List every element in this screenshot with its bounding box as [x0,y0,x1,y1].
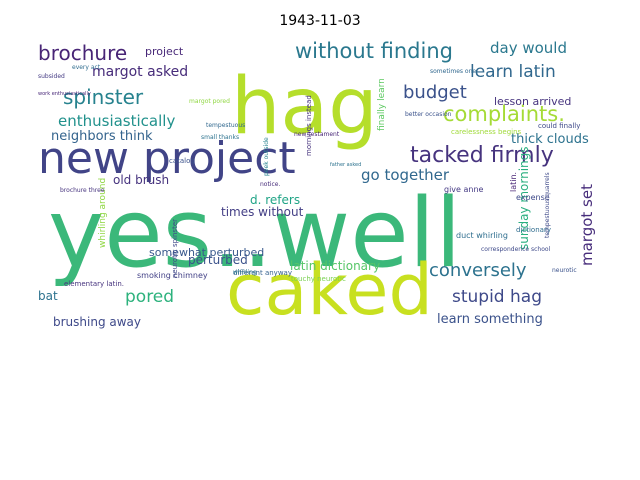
word-stupid-hag: stupid hag [452,287,542,307]
word-without-finding: without finding [295,39,453,63]
word-could-finally: could finally [538,122,580,130]
word-give-anne: give anne [444,185,484,194]
word-tacked-firmly: tacked firmly [410,143,554,168]
word-budget: budget [403,82,467,103]
word-complaints: complaints. [443,102,565,126]
word-new-project: new project [38,133,296,184]
word-lesson-arrived: lesson arrived [494,95,571,108]
word-neighbors-think: neighbors think [51,129,153,144]
word-small-thanks: small thanks [201,134,239,141]
word-hag: hag [231,62,378,152]
word-father-asked: father asked [330,162,361,168]
word-old-brush: old brush [113,173,169,187]
word-elementary-latin: elementary latin. [64,280,124,288]
word-neurotic: neurotic [552,267,577,274]
chart-title: 1943-11-03 [279,13,361,29]
word-layer: yes..well hag caked new project tacked firml… [38,39,596,331]
word-dictionary: dictionary [516,226,551,234]
word-sunday-mornings: sunday mornings [517,146,531,250]
word-margot-pored: margot pored [189,98,230,105]
word-learn-something: learn something [437,312,543,327]
word-carelessness-begins: carelessness begins [451,128,522,136]
word-yes-well: yes..well [48,179,462,289]
word-caked: caked [226,249,433,331]
word-tempestuous: tempestuous [206,122,245,129]
word-whirling-around: whirling around [98,178,108,248]
word-sometimes-one: sometimes one [430,68,476,75]
word-cloud: yes..well hag caked new project tacked firml… [38,36,614,332]
word-new-testament: new testament [294,131,340,138]
word-work-enthusiastically: work enthusiastically [38,91,91,97]
word-mornings-instead: mornings instead [305,95,313,156]
word-go-together: go together [361,166,450,184]
word-brochure-three: brochure three [60,187,105,194]
word-cloud-svg: yes..well hag caked new project tacked firml… [38,39,596,331]
word-project: project [145,45,184,58]
word-brochure: brochure [38,41,127,65]
word-subsided: subsided [38,73,65,80]
word-margot-asked: margot asked [92,64,188,80]
word-brushing-away: brushing away [53,315,141,329]
word-touchy-neurotic: touchy neurotic [291,275,346,283]
word-spinster: spinster [63,85,144,109]
word-day-would: day would [490,39,567,57]
word-margot-set: margot set [578,184,596,266]
word-expense: expense [516,193,550,202]
word-thick-clouds: thick clouds [511,132,589,147]
word-perturbed: perturbed [188,253,248,267]
word-latin-dictionary: latin dictionary [290,259,380,273]
word-better-occasion: better occasion [405,111,452,118]
word-d-refers: d. refers [250,193,300,207]
word-latin: latin. [509,172,518,192]
word-pored: pored [125,287,174,307]
word-every-act: every act [72,64,101,71]
word-bat: bat [38,289,58,303]
word-tempestuous-quarrels: tempestuous quarrels [544,172,551,238]
word-duct-whirling: duct whirling [456,231,508,240]
word-somewhat-perturbed: somewhat perturbed [149,246,264,259]
word-enthusiastically: enthusiastically [58,112,175,130]
word-learn-latin: learn latin [470,62,556,82]
word-notice: notice. [260,181,280,188]
word-finally-learn: finally learn [377,78,387,131]
word-correspondence-school: correspondence school [481,246,551,253]
word-smoking-chimney: smoking chimney [137,271,208,280]
word-times-without: times without [221,205,304,219]
word-catalog: catalog [169,157,195,165]
word-neurotic-spinster: neurotic spinster [171,219,179,278]
word-peek-outside: peek outside [263,137,270,176]
word-conversely: conversely [429,260,527,281]
word-different-anyway: different anyway [233,269,292,277]
word-whirling: whirling [233,269,257,276]
